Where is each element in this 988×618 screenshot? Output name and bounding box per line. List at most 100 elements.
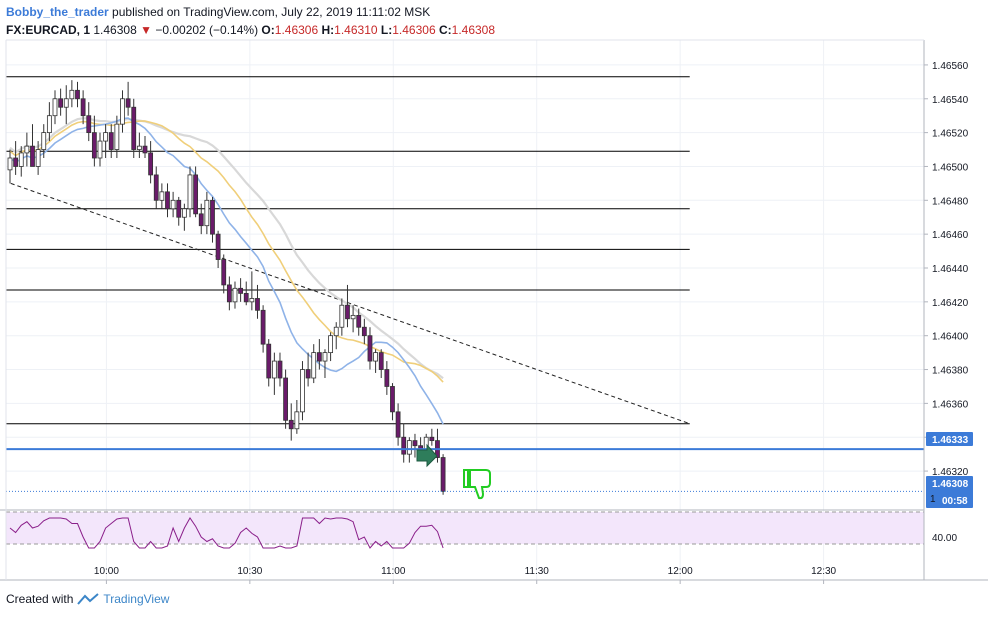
candle-body <box>350 314 356 320</box>
candle-body <box>35 149 41 167</box>
candle-body <box>316 352 322 362</box>
candle-body <box>249 298 255 303</box>
candle-body <box>103 132 109 142</box>
publish-line: Bobby_the_trader published on TradingVie… <box>6 3 706 21</box>
candle-body <box>277 360 283 379</box>
candle-body <box>69 89 75 100</box>
candle-body <box>86 115 92 134</box>
blue-level-tag: 1.46333 <box>926 432 973 446</box>
candle-body <box>311 352 317 379</box>
candle-body <box>63 98 69 108</box>
last-value: 1.46308 <box>93 23 137 37</box>
chart-grid <box>6 40 924 580</box>
candle-body <box>238 287 244 294</box>
candle-body <box>187 174 193 210</box>
blue-level-label: 1.46333 <box>932 435 969 446</box>
trendline[interactable] <box>10 182 690 425</box>
candle-body <box>260 309 266 345</box>
tradingview-link[interactable]: TradingView <box>103 592 170 606</box>
time-axis[interactable]: 10:00 10:30 11:00 11:30 12:00 12:30 <box>94 566 837 584</box>
rsi-pane <box>6 511 924 549</box>
change-value: −0.00202 (−0.14%) <box>155 23 259 37</box>
candle-body <box>153 174 159 201</box>
candle-body <box>440 457 446 492</box>
candle-body <box>18 152 24 167</box>
time-tick-label: 12:30 <box>811 566 836 577</box>
price-tick-label: 1.46400 <box>932 332 969 343</box>
time-tick-label: 12:00 <box>668 566 693 577</box>
price-tick-label: 1.46320 <box>932 467 969 478</box>
candle-body <box>210 199 215 235</box>
candle-body <box>305 369 311 379</box>
candle-body <box>58 98 64 108</box>
tradingview-logo-icon <box>77 593 100 605</box>
candle-body <box>339 304 345 328</box>
candle-body <box>125 98 131 108</box>
open-value: 1.46306 <box>274 23 319 37</box>
rsi-level-label: 40.00 <box>932 533 957 544</box>
candle-body <box>136 145 142 150</box>
time-tick-label: 11:00 <box>381 566 406 577</box>
time-tick-label: 10:00 <box>94 566 119 577</box>
thumbs-down-icon <box>463 469 491 500</box>
price-tick-label: 1.46500 <box>932 162 969 173</box>
candle-body <box>114 123 120 150</box>
candle-body <box>429 436 435 442</box>
candle-body <box>120 98 125 125</box>
candle-body <box>91 132 97 159</box>
symbol-label[interactable]: FX:EURCAD, 1 <box>6 23 91 37</box>
candle-body <box>401 436 407 455</box>
candle-body <box>75 89 80 100</box>
candle-body <box>131 106 137 150</box>
candles <box>7 80 446 495</box>
candle-body <box>283 377 289 421</box>
candle-body <box>204 199 210 227</box>
footer: Created with TradingView <box>6 592 169 606</box>
candle-body <box>13 157 19 167</box>
candle-body <box>30 145 35 167</box>
candle-body <box>80 98 86 117</box>
candle-body <box>7 157 13 171</box>
candle-body <box>41 132 47 150</box>
price-tick-label: 1.46520 <box>932 129 969 140</box>
candle-body <box>198 213 204 227</box>
candle-body <box>406 440 412 455</box>
price-tick-label: 1.46540 <box>932 95 969 106</box>
candle-body <box>170 199 176 210</box>
price-tick-label: 1.46380 <box>932 366 969 377</box>
candle-body <box>226 284 232 303</box>
ma-slow-line <box>9 117 444 380</box>
close-value: 1.46308 <box>451 23 496 37</box>
candle-body <box>390 386 395 413</box>
candle-body <box>367 335 373 362</box>
countdown-label: 00:58 <box>942 496 968 507</box>
candle-body <box>181 208 187 218</box>
candle-body <box>356 314 362 328</box>
high-value: 1.46310 <box>334 23 378 37</box>
candle-body <box>322 352 328 362</box>
candle-body <box>345 304 350 320</box>
high-label: H: <box>321 23 335 37</box>
candle-body <box>294 411 300 430</box>
rsi-line <box>9 517 444 549</box>
time-tick-label: 10:30 <box>237 566 262 577</box>
candle-body <box>176 199 182 218</box>
candle-body <box>300 369 305 413</box>
rsi-band <box>6 512 924 544</box>
chart-header: Bobby_the_trader published on TradingVie… <box>6 3 706 39</box>
candle-body <box>266 343 272 379</box>
candle-body <box>148 152 154 176</box>
candle-body <box>46 115 52 134</box>
candle-body <box>97 140 103 159</box>
candle-body <box>243 292 249 303</box>
candle-body <box>361 326 367 337</box>
author-link[interactable]: Bobby_the_trader <box>6 5 109 19</box>
candle-body <box>271 360 277 379</box>
candle-body <box>328 335 334 354</box>
candle-body <box>221 259 227 286</box>
price-tick-label: 1.46460 <box>932 230 969 241</box>
publish-info: published on TradingView.com, July 22, 2… <box>112 5 431 19</box>
candle-body <box>384 369 390 387</box>
candle-body <box>232 287 238 303</box>
